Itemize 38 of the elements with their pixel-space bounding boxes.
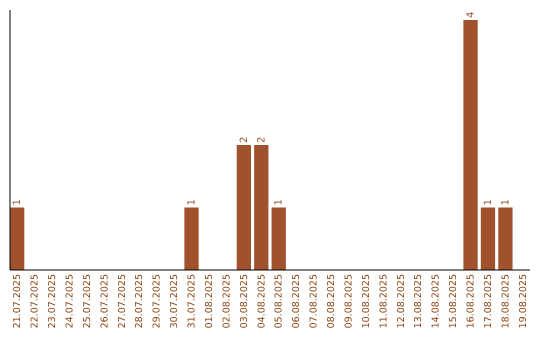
data-label: 1 <box>186 199 198 206</box>
x-tick-label: 15.08.2025 <box>448 274 460 328</box>
data-label: 1 <box>12 199 24 206</box>
x-tick-label: 09.08.2025 <box>343 274 354 328</box>
x-tick-label: 26.07.2025 <box>99 274 110 328</box>
x-tick-label: 04.08.2025 <box>256 274 268 328</box>
data-label: 1 <box>274 199 285 206</box>
x-tick-label: 14.08.2025 <box>430 274 442 328</box>
x-tick-label: 05.08.2025 <box>274 274 285 328</box>
x-tick-label: 24.07.2025 <box>64 274 76 328</box>
x-tick-label: 28.07.2025 <box>134 274 146 328</box>
x-tick-label: 16.08.2025 <box>466 274 477 328</box>
x-tick-label: 21.07.2025 <box>12 274 24 328</box>
x-tick-label: 02.08.2025 <box>221 274 232 328</box>
data-label: 1 <box>482 199 494 206</box>
x-tick-label: 19.08.2025 <box>518 274 529 328</box>
x-tick-label: 17.08.2025 <box>482 274 494 328</box>
x-tick-label: 13.08.2025 <box>413 274 424 328</box>
x-tick-label: 30.07.2025 <box>169 274 180 328</box>
x-tick-label: 12.08.2025 <box>396 274 407 328</box>
data-label: 2 <box>238 136 250 143</box>
x-tick-label: 07.08.2025 <box>308 274 320 328</box>
x-tick-label: 01.08.2025 <box>204 274 215 328</box>
x-tick-label: 10.08.2025 <box>360 274 372 328</box>
x-tick-label: 29.07.2025 <box>152 274 163 328</box>
x-tick-label: 31.07.2025 <box>186 274 198 328</box>
x-tick-label: 11.08.2025 <box>378 274 390 328</box>
x-tick-label: 03.08.2025 <box>238 274 250 328</box>
x-tick-label: 08.08.2025 <box>326 274 338 328</box>
x-tick-label: 06.08.2025 <box>291 274 302 328</box>
x-tick-label: 22.07.2025 <box>30 274 41 328</box>
data-label: 4 <box>466 12 477 18</box>
data-label: 1 <box>500 199 512 206</box>
x-tick-label: 27.07.2025 <box>116 274 128 328</box>
x-tick-label: 23.07.2025 <box>47 274 58 328</box>
data-label: 2 <box>256 136 268 143</box>
x-tick-label: 25.07.2025 <box>82 274 93 328</box>
x-tick-label: 18.08.2025 <box>500 274 512 328</box>
